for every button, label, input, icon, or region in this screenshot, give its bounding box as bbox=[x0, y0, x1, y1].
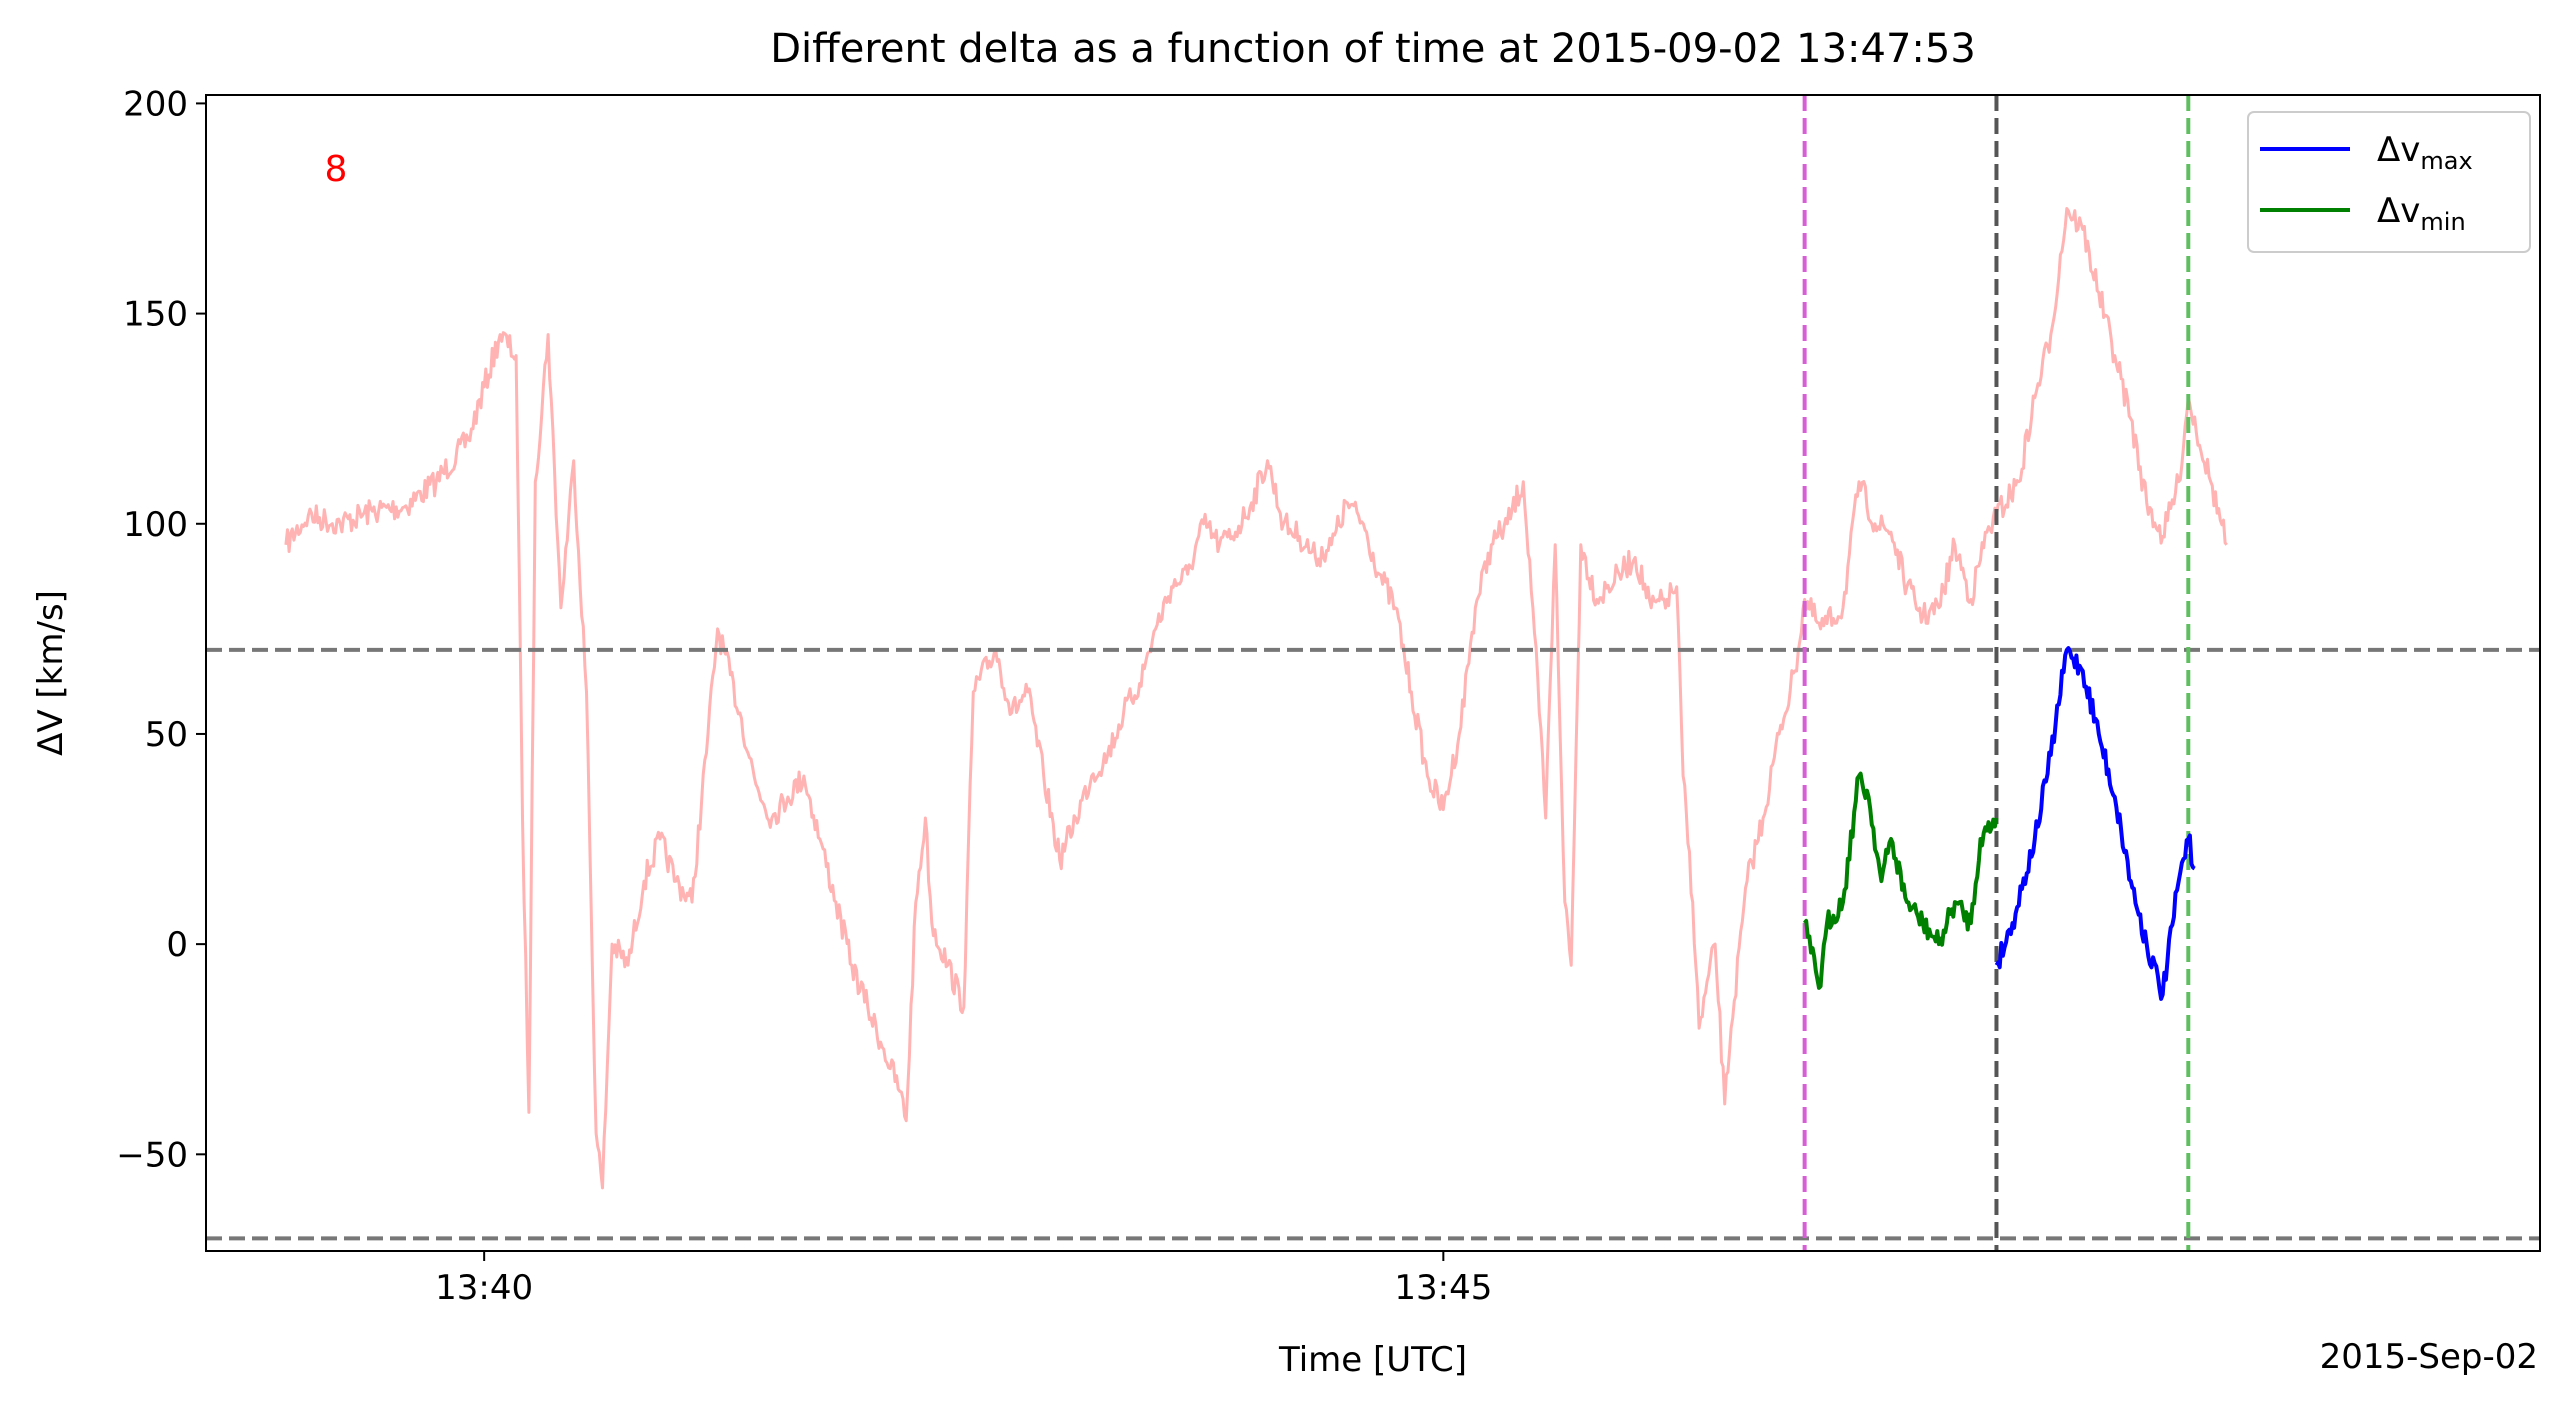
legend-label-max-sub: max bbox=[2420, 147, 2472, 175]
series-lines bbox=[1802, 646, 2196, 1001]
legend-label-max-base: Δv bbox=[2377, 130, 2420, 170]
series-line-min bbox=[1802, 771, 1999, 990]
x-tick-label: 13:40 bbox=[435, 1268, 533, 1308]
chart-annotation: 8 bbox=[325, 149, 348, 190]
plot-area bbox=[206, 95, 2540, 1251]
series-background-line bbox=[284, 207, 2228, 1190]
y-tick-label: −50 bbox=[116, 1135, 188, 1175]
y-axis-ticks: −50 0 50 100 150 200 bbox=[116, 84, 206, 1175]
reference-lines bbox=[206, 95, 2540, 1251]
background-series-line bbox=[284, 207, 2228, 1190]
x-tick-label: 13:45 bbox=[1394, 1268, 1492, 1308]
y-tick-label: 200 bbox=[123, 84, 188, 124]
legend-label-min-sub: min bbox=[2420, 208, 2465, 236]
legend-label-min: Δvmin bbox=[2377, 191, 2466, 236]
y-tick-label: 0 bbox=[166, 925, 188, 965]
series-line-max bbox=[1994, 646, 2196, 1001]
x-axis-label: Time [UTC] bbox=[1278, 1340, 1467, 1380]
legend-label-min-base: Δv bbox=[2377, 191, 2420, 231]
x-axis-ticks: 13:40 13:45 bbox=[435, 1251, 1492, 1308]
y-tick-label: 50 bbox=[145, 715, 188, 755]
y-axis-label: ΔV [km/s] bbox=[31, 590, 71, 756]
legend: Δvmax Δvmin bbox=[2247, 111, 2531, 253]
y-axis-label-unit: [km/s] bbox=[31, 590, 71, 709]
y-tick-label: 150 bbox=[123, 295, 188, 335]
y-tick-label: 100 bbox=[123, 505, 188, 545]
chart-title: Different delta as a function of time at… bbox=[770, 26, 1976, 72]
legend-label-max: Δvmax bbox=[2377, 130, 2473, 175]
x-axis-offset-label: 2015-Sep-02 bbox=[2320, 1337, 2538, 1377]
y-axis-label-symbol: ΔV bbox=[31, 709, 71, 756]
plot-frame bbox=[205, 94, 2541, 1252]
